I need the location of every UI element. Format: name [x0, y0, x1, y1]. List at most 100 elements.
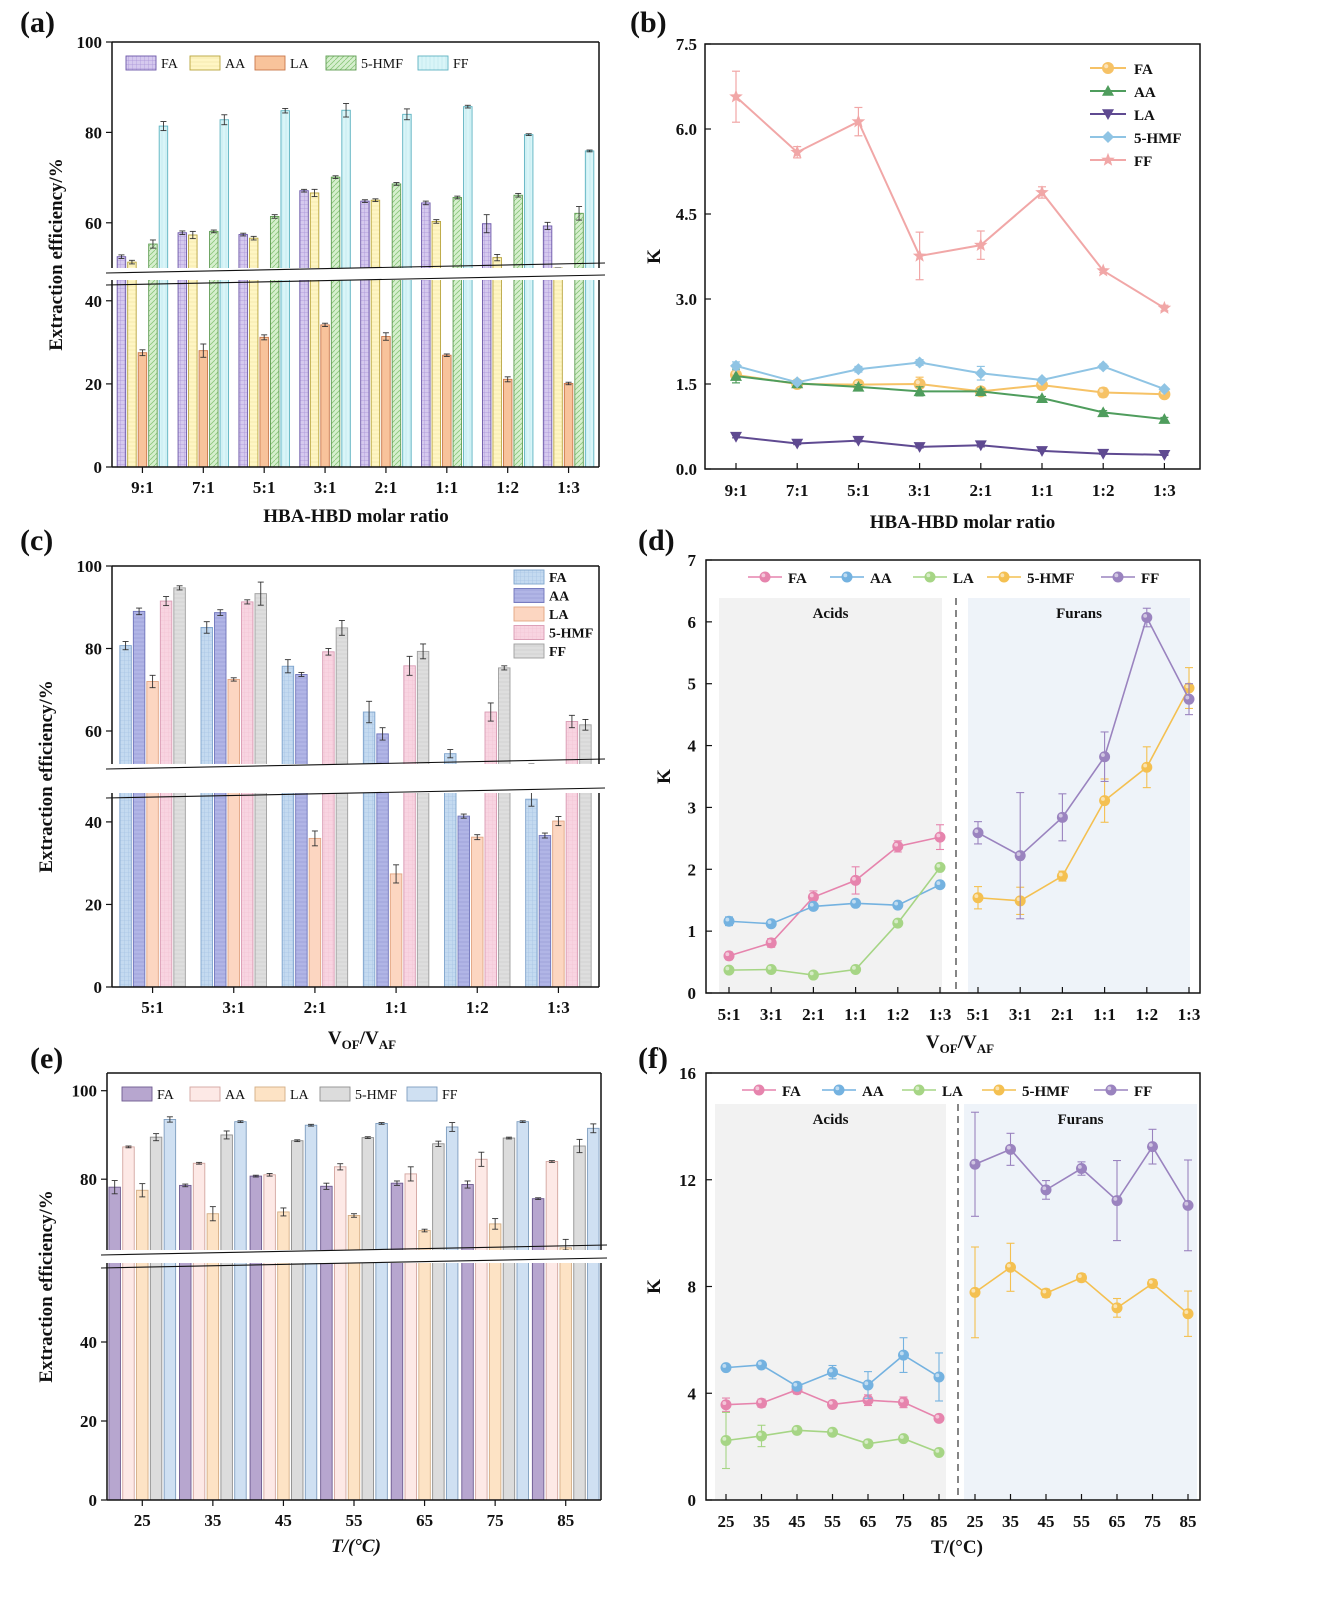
y-tick-label: 100	[77, 557, 103, 576]
x-tick-label: 3:1	[314, 478, 337, 497]
point-la-1-1	[1036, 446, 1048, 457]
point-aa-acids-6	[933, 1371, 945, 1383]
legend-label-aa: AA	[549, 590, 570, 605]
bar-5-hmf-1-3	[574, 212, 584, 468]
x-tick-label: 1:3	[1178, 1005, 1201, 1024]
point-5-hmf-1-1	[1036, 374, 1048, 387]
point-ff-1-1	[1035, 185, 1049, 199]
bar-aa-1-3	[538, 835, 552, 988]
x-tick-label: 45	[1038, 1512, 1055, 1531]
x-tick-label: 9:1	[725, 481, 748, 500]
point-ff-furans-4	[1141, 612, 1153, 624]
point-la-acids-4-highlight	[864, 1440, 869, 1444]
y-tick-label: 12	[679, 1171, 696, 1190]
point-ff-furans-1-highlight	[1016, 852, 1021, 856]
line-aa	[728, 884, 941, 925]
y-tick-label: 80	[80, 1170, 97, 1189]
x-tick-label: 75	[1144, 1512, 1161, 1531]
bar-aa-1-3	[553, 267, 563, 468]
furans-region-label: Furans	[1058, 1112, 1104, 1128]
plot-frame	[704, 43, 1201, 470]
legend-marker-ff	[1101, 152, 1115, 166]
x-tick-label: 35	[753, 1512, 770, 1531]
legend-label-ff: FF	[549, 645, 566, 660]
point-ff-furans-5-highlight	[1185, 695, 1190, 700]
legend-marker-fa-highlight	[761, 573, 766, 578]
point-5-hmf-furans-3	[1076, 1272, 1087, 1284]
furans-region	[968, 598, 1190, 993]
line-5-hmf	[735, 361, 1165, 391]
x-tick-label: 7:1	[192, 478, 215, 497]
point-aa-acids-0	[723, 915, 735, 927]
bar-ff-5-1	[280, 110, 290, 468]
legend-marker-fa-highlight	[1104, 64, 1109, 69]
bar-la-3-1	[227, 678, 240, 988]
y-axis-label: Extraction efficiency/%	[46, 158, 67, 351]
point-fa-1-2	[1097, 386, 1110, 399]
point-5-hmf-7-1	[791, 376, 804, 389]
bar-la-1-3	[563, 383, 574, 468]
legend-label-aa: AA	[225, 1088, 246, 1103]
x-tick-label: 2:1	[969, 481, 992, 500]
bar-fa-2-1	[360, 200, 370, 468]
x-tick-label: 1:2	[466, 998, 489, 1017]
y-tick-label: 3	[688, 798, 697, 817]
legend-marker-ff-highlight	[1114, 573, 1119, 578]
bar-ff-35	[234, 1121, 247, 1501]
point-aa-9-1	[730, 370, 742, 381]
bar-5-hmf-3-1	[330, 176, 341, 468]
bar-ff-45	[304, 1124, 318, 1501]
legend-marker-aa-highlight	[835, 1086, 840, 1091]
bar-5-hmf-1-3	[565, 721, 579, 988]
bar-5-hmf-55	[361, 1137, 374, 1501]
y-tick-label: 20	[85, 375, 102, 394]
point-ff-furans-1	[1014, 850, 1026, 862]
bar-la-1-3	[552, 820, 565, 988]
chart-b-k-molar-ratio: 0.0 1.5 3.0 4.5 6.0 7.5 9:1 7:1 5:1 3:1 2:1 1:1 1:2 1…	[644, 35, 1201, 533]
point-la-acids-0	[723, 964, 735, 976]
y-tick-label: 4	[688, 1384, 697, 1403]
point-ff-7-1	[790, 145, 804, 159]
line-5-hmf	[977, 687, 1190, 902]
point-5-hmf-2-1	[974, 367, 987, 380]
point-5-hmf-furans-2	[1040, 1287, 1052, 1299]
bar-5-hmf-35	[220, 1134, 233, 1501]
bar-fa-3-1	[200, 627, 213, 988]
bar-aa-25	[122, 1146, 135, 1501]
acids-region	[715, 1104, 946, 1500]
point-fa-1-2-highlight	[1099, 388, 1104, 393]
point-ff-2-1	[974, 238, 988, 251]
axis-break-line	[105, 787, 606, 799]
bar-fa-1-3	[542, 225, 553, 468]
axis-break-band	[107, 1250, 601, 1263]
legend-label-fa: FA	[1134, 62, 1153, 78]
x-tick-label: 75	[895, 1512, 912, 1531]
y-tick-label: 7	[688, 551, 697, 570]
x-tick-label: 1:2	[886, 1005, 909, 1024]
bar-fa-2-1	[281, 665, 295, 988]
point-la-acids-4-highlight	[894, 919, 899, 924]
plot-frame	[705, 559, 1201, 994]
legend-marker-fa-highlight	[755, 1086, 760, 1091]
legend-swatch-aa	[189, 1086, 221, 1102]
bar-5-hmf-5-1	[269, 216, 280, 468]
point-5-hmf-furans-6-highlight	[1184, 1310, 1189, 1314]
legend-label-fa: FA	[782, 1084, 801, 1100]
acids-region-label: Acids	[813, 606, 849, 622]
bar-la-2-1	[308, 837, 322, 988]
x-tick-label: 1:2	[1135, 1005, 1158, 1024]
point-fa-acids-1	[756, 1397, 767, 1409]
point-aa-acids-4-highlight	[894, 901, 899, 906]
point-ff-furans-6	[1182, 1199, 1194, 1211]
x-tick-label: 55	[346, 1511, 363, 1530]
legend-label-aa: AA	[870, 571, 892, 587]
bar-ff-7-1	[219, 119, 230, 468]
axis-break-line	[100, 1257, 608, 1269]
point-ff-furans-2	[1040, 1184, 1052, 1196]
bar-5-hmf-2-1	[322, 651, 335, 988]
point-5-hmf-furans-2	[1056, 870, 1068, 882]
x-tick-label: 45	[789, 1512, 806, 1531]
point-fa-acids-3	[827, 1398, 838, 1410]
axis-break-band	[112, 268, 599, 280]
point-la-acids-3-highlight	[852, 965, 856, 970]
